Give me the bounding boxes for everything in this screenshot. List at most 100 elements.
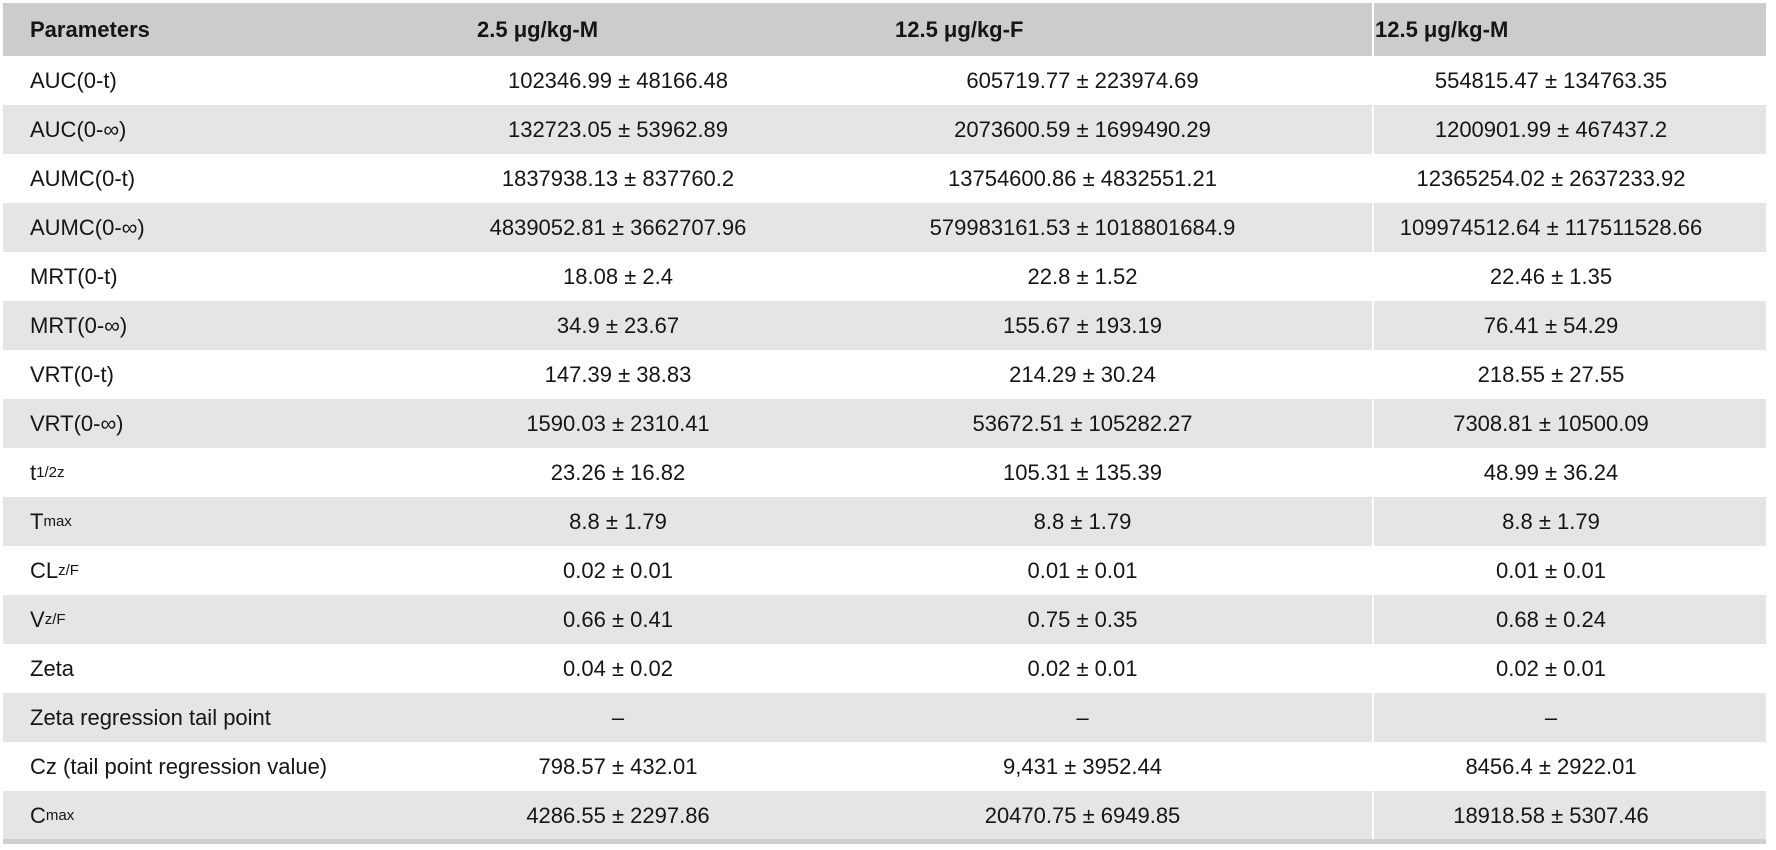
parameter-label: MRT(0-t) [30, 263, 118, 289]
value-cell: 0.01 ± 0.01 [1027, 557, 1138, 583]
header-2-5-ugkg-m: 2.5 μg/kg-M [477, 16, 599, 42]
value-cell: 132723.05 ± 53962.89 [507, 116, 729, 142]
parameter-name: AUC(0-t) [3, 56, 443, 105]
value-cell: – [1076, 704, 1089, 730]
value-cell: 22.8 ± 1.52 [1027, 263, 1138, 289]
parameter-label: CL [30, 557, 59, 583]
parameter-name: MRT(0-∞) [3, 301, 443, 350]
value-cell: 147.39 ± 38.83 [544, 361, 692, 387]
parameter-name: CL z/F [30, 557, 79, 583]
value-cell: 13754600.86 ± 4832551.21 [948, 165, 1217, 191]
value-cell: 0.01 ± 0.01 [1372, 546, 1766, 595]
parameter-label: Zeta regression tail point [30, 704, 271, 730]
value-cell: 0.66 ± 0.41 [563, 606, 673, 632]
value-cell: 579983161.53 ± 1018801684.9 [929, 214, 1236, 240]
value-cell: 53672.51 ± 105282.27 [972, 410, 1193, 436]
value-cell: 2073600.59 ± 1699490.29 [954, 116, 1211, 142]
table-row: AUC(0-t) 102346.99 ± 48166.48 605719.77 ± … [3, 56, 1766, 105]
parameter-name: AUMC(0-∞) [3, 203, 443, 252]
parameter-name: VRT(0-t) [3, 350, 443, 399]
value-cell: 20470.75 ± 6949.85 [984, 802, 1181, 828]
table-body: AUC(0-t) 102346.99 ± 48166.48 605719.77 ± … [3, 56, 1766, 840]
value-cell: 0.68 ± 0.24 [1372, 595, 1766, 644]
value-cell: 8.8 ± 1.79 [569, 508, 667, 534]
parameter-label: V [30, 606, 45, 632]
parameter-label: C [30, 802, 46, 828]
value-cell: 554815.47 ± 134763.35 [1372, 56, 1766, 105]
value-cell: 48.99 ± 36.24 [1372, 448, 1766, 497]
parameter-label: AUMC(0-t) [30, 165, 136, 191]
parameter-name: MRT(0-t) [3, 252, 443, 301]
value-cell: 0.02 ± 0.01 [1372, 644, 1766, 693]
table-bottom-rule [3, 839, 1766, 844]
value-cell: 22.46 ± 1.35 [1372, 252, 1766, 301]
parameter-label: VRT(0-∞) [30, 410, 124, 436]
table-row: Zeta 0.04 ± 0.02 0.02 ± 0.01 0.02 ± 0.01 [3, 644, 1766, 693]
header-12-5-ugkg-f: 12.5 μg/kg-F [895, 16, 1024, 42]
parameter-label: AUC(0-∞) [30, 116, 127, 142]
value-cell: 23.26 ± 16.82 [550, 459, 686, 485]
parameter-name: AUMC(0-t) [3, 154, 443, 203]
value-cell: 0.04 ± 0.02 [563, 655, 673, 681]
table-header-row: Parameters 2.5 μg/kg-M 12.5 μg/kg-F 12.5… [3, 3, 1766, 56]
value-cell: 8.8 ± 1.79 [1372, 497, 1766, 546]
parameter-name: VRT(0-∞) [3, 399, 443, 448]
parameter-label: Cz (tail point regression value) [30, 753, 328, 779]
parameter-name: Cz (tail point regression value) [3, 742, 443, 791]
value-cell: 12365254.02 ± 2637233.92 [1372, 154, 1766, 203]
parameter-label: MRT(0-∞) [30, 312, 128, 338]
value-cell: 605719.77 ± 223974.69 [966, 67, 1199, 93]
table-row: MRT(0-∞) 34.9 ± 23.67 155.67 ± 193.19 76.41… [3, 301, 1766, 350]
value-cell: 18.08 ± 2.4 [563, 263, 673, 289]
table-row: Zeta regression tail point – – – [3, 693, 1766, 742]
value-cell: 76.41 ± 54.29 [1372, 301, 1766, 350]
value-cell: 34.9 ± 23.67 [556, 312, 680, 338]
table-row: CL z/F 0.02 ± 0.01 0.01 ± 0.01 0.01 ± 0.01 [3, 546, 1766, 595]
table-row: Cz (tail point regression value) 798.57 ±… [3, 742, 1766, 791]
table-row: MRT(0-t) 18.08 ± 2.4 22.8 ± 1.52 22.46 ± 1.… [3, 252, 1766, 301]
table-row: AUMC(0-∞) 4839052.81 ± 3662707.96 57998316… [3, 203, 1766, 252]
table-row: AUC(0-∞) 132723.05 ± 53962.89 2073600.59 ±… [3, 105, 1766, 154]
value-cell: 155.67 ± 193.19 [1003, 312, 1162, 338]
value-cell: 0.02 ± 0.01 [563, 557, 673, 583]
value-cell: 4839052.81 ± 3662707.96 [489, 214, 747, 240]
parameter-name: Zeta [3, 644, 443, 693]
parameter-label: t [30, 459, 37, 485]
value-cell: 109974512.64 ± 117511528.66 [1372, 203, 1766, 252]
parameter-label: VRT(0-t) [30, 361, 114, 387]
parameter-label: T [30, 508, 44, 534]
value-cell: 214.29 ± 30.24 [1009, 361, 1156, 387]
value-cell: 4286.55 ± 2297.86 [526, 802, 710, 828]
value-cell: 1590.03 ± 2310.41 [526, 410, 710, 436]
value-cell: 798.57 ± 432.01 [538, 753, 698, 779]
value-cell: 1837938.13 ± 837760.2 [501, 165, 735, 191]
value-cell: – [1372, 693, 1766, 742]
parameter-name: Zeta regression tail point [3, 693, 443, 742]
value-cell: 1200901.99 ± 467437.2 [1372, 105, 1766, 154]
table-row: VRT(0-t) 147.39 ± 38.83 214.29 ± 30.24 218.… [3, 350, 1766, 399]
value-cell: 8456.4 ± 2922.01 [1372, 742, 1766, 791]
value-cell: 0.75 ± 0.35 [1027, 606, 1138, 632]
parameter-label: Zeta [30, 655, 75, 681]
value-cell: 18918.58 ± 5307.46 [1372, 791, 1766, 840]
value-cell: – [611, 704, 625, 730]
parameter-name: t 1/2z [30, 459, 65, 485]
parameters-table: Parameters 2.5 μg/kg-M 12.5 μg/kg-F 12.5… [3, 3, 1766, 840]
table-row: VRT(0-∞) 1590.03 ± 2310.41 53672.51 ± 1052… [3, 399, 1766, 448]
value-cell: 0.02 ± 0.01 [1027, 655, 1138, 681]
header-12-5-ugkg-m: 12.5 μg/kg-M [1372, 3, 1766, 56]
parameter-label: AUC(0-t) [30, 67, 117, 93]
value-cell: 9,431 ± 3952.44 [1003, 753, 1162, 779]
value-cell: 102346.99 ± 48166.48 [507, 67, 729, 93]
value-cell: 8.8 ± 1.79 [1033, 508, 1132, 534]
value-cell: 105.31 ± 135.39 [1003, 459, 1162, 485]
value-cell: 7308.81 ± 10500.09 [1372, 399, 1766, 448]
header-parameters: Parameters [30, 16, 150, 42]
table-row: AUMC(0-t) 1837938.13 ± 837760.2 13754600.8… [3, 154, 1766, 203]
parameter-name: AUC(0-∞) [3, 105, 443, 154]
